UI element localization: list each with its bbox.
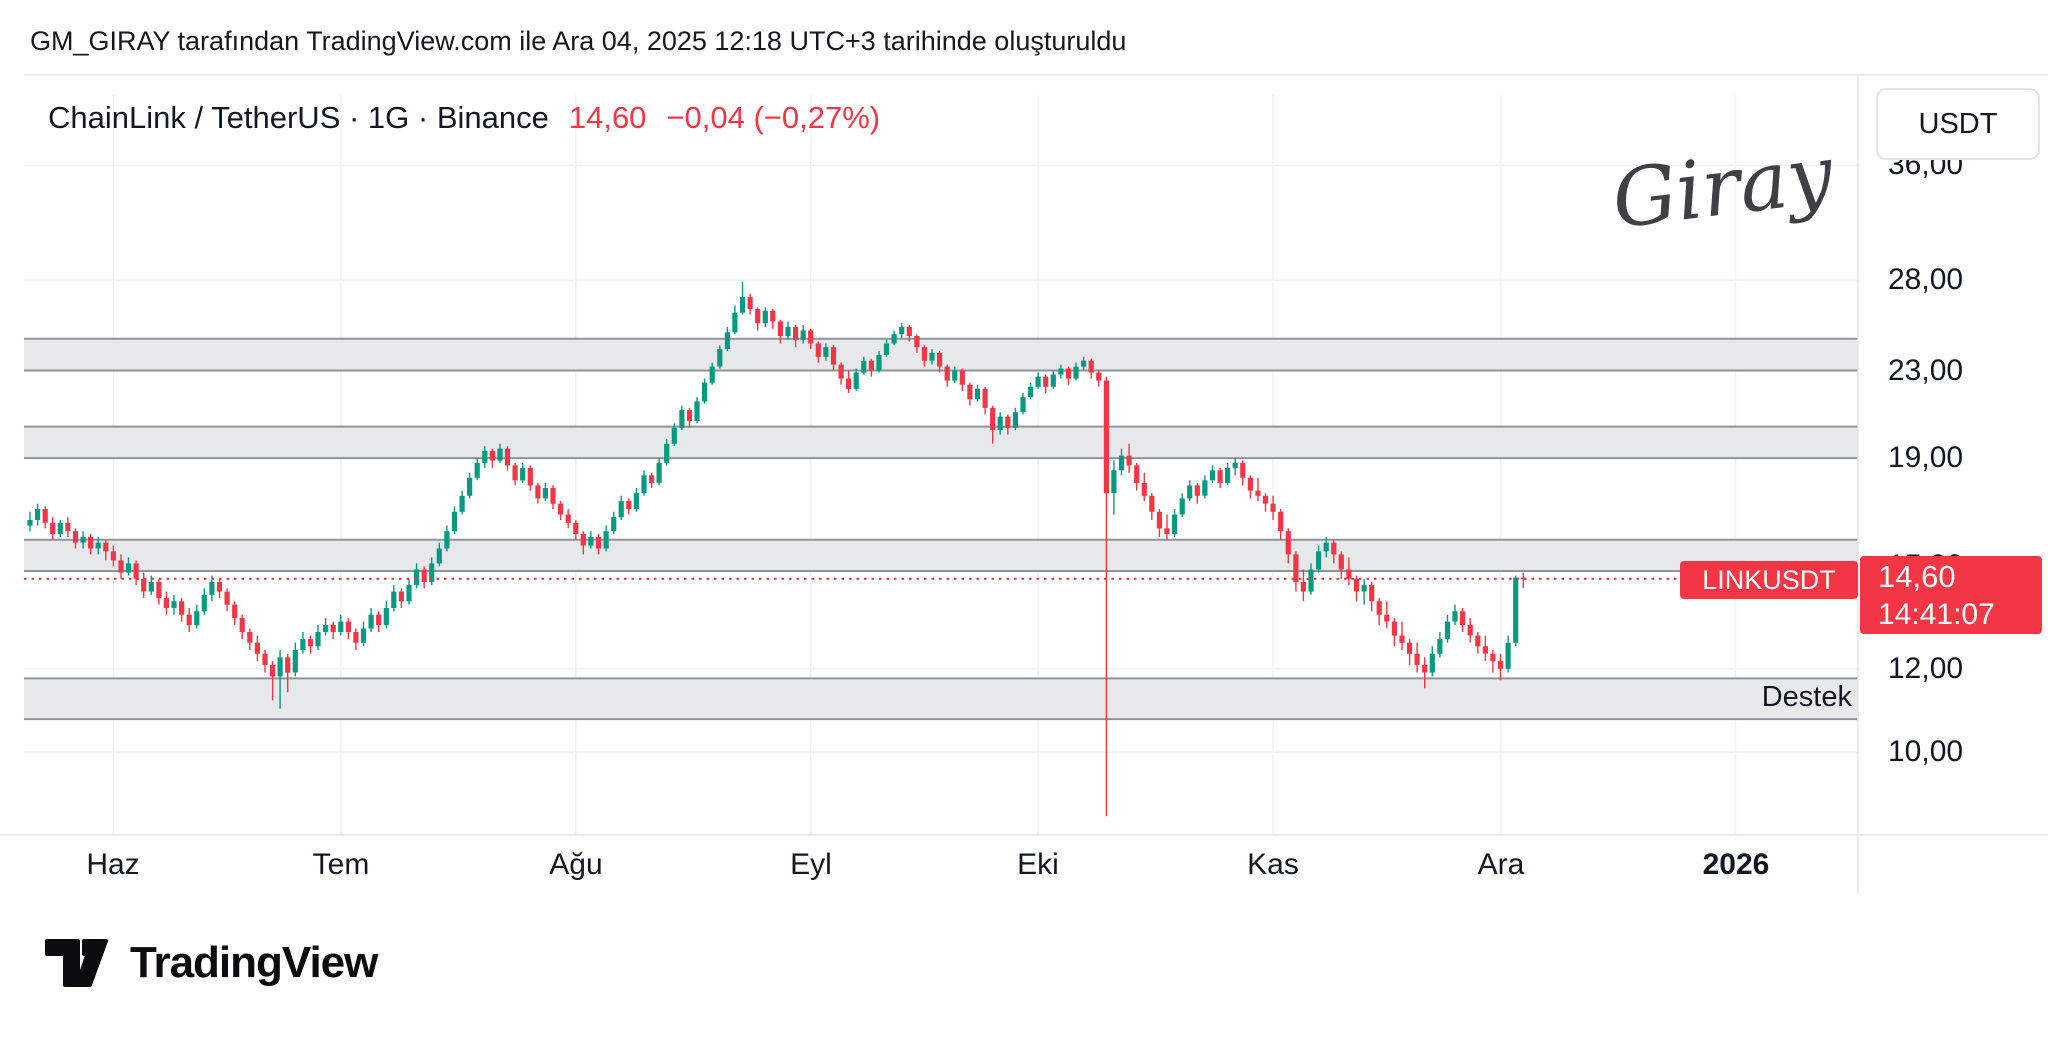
price-tick-label: 19,00 xyxy=(1888,441,1964,474)
time-axis-label: Eki xyxy=(1017,848,1059,881)
price-tick-label: 23,00 xyxy=(1888,354,1964,387)
time-axis-label: Haz xyxy=(86,848,140,881)
tradingview-brand-text: TradingView xyxy=(130,938,378,987)
currency-toggle-button[interactable]: USDT xyxy=(1876,88,2040,160)
price-tick-label: 28,00 xyxy=(1888,263,1964,296)
support-zone-label: Destek xyxy=(1761,681,1852,713)
time-axis-label: Tem xyxy=(312,848,370,881)
price-change-value: −0,04 (−0,27%) xyxy=(666,100,881,135)
time-axis-label: Ara xyxy=(1477,848,1525,881)
time-axis-label: Eyl xyxy=(790,848,832,881)
price-tick-label: 12,00 xyxy=(1888,652,1964,685)
attribution-text: GM_GIRAY tarafından TradingView.com ile … xyxy=(30,26,1127,56)
price-line-symbol-label: LINKUSDT xyxy=(1680,561,1858,599)
price-tick-label: 10,00 xyxy=(1888,735,1964,768)
tradingview-logo-icon[interactable] xyxy=(44,938,110,988)
footer: TradingView xyxy=(44,938,378,988)
symbol-title: ChainLink / TetherUS · 1G · Binance xyxy=(48,100,549,135)
bar-countdown-timer: 14:41:07 xyxy=(1878,598,1995,631)
time-axis[interactable]: Haz Tem Ağu Eyl Eki Kas Ara 2026 xyxy=(0,848,2048,888)
time-axis-label: 2026 xyxy=(1702,848,1770,881)
symbol-header: ChainLink / TetherUS · 1G · Binance 14,6… xyxy=(48,100,880,136)
last-price-tag: 14,60 14:41:07 xyxy=(1860,556,2042,634)
time-axis-label: Kas xyxy=(1247,848,1299,881)
last-price-tag-value: 14,60 xyxy=(1878,559,1956,594)
time-axis-label: Ağu xyxy=(549,848,603,881)
last-price-value: 14,60 xyxy=(568,100,647,135)
